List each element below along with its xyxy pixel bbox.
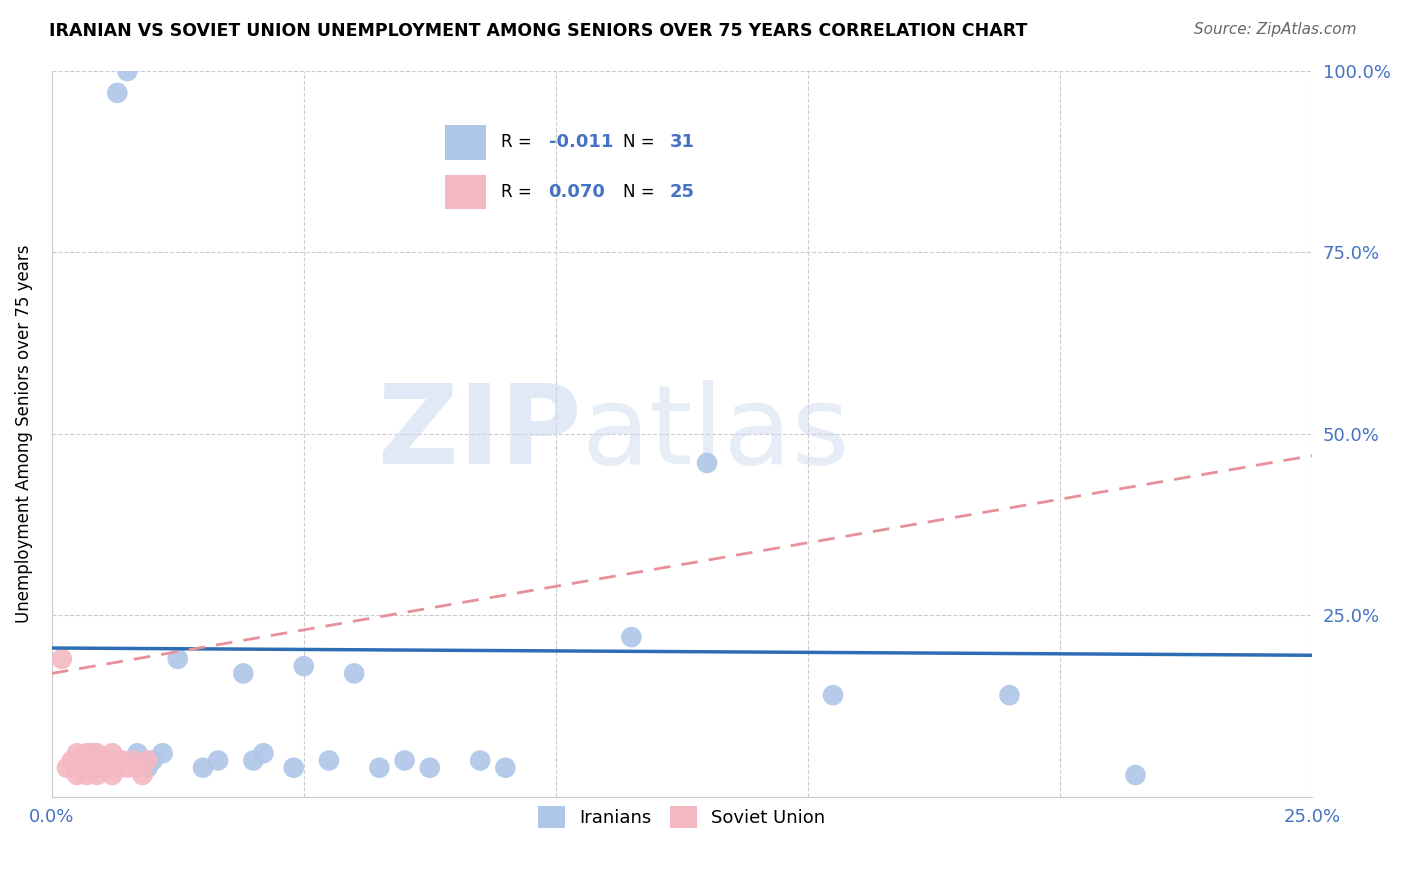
Point bbox=[343, 666, 366, 681]
Point bbox=[620, 630, 643, 644]
Point bbox=[80, 761, 103, 775]
Point bbox=[86, 768, 108, 782]
Point bbox=[998, 688, 1021, 702]
Point bbox=[105, 761, 128, 775]
Point bbox=[117, 64, 139, 78]
Point bbox=[127, 746, 149, 760]
Point bbox=[66, 768, 89, 782]
Point bbox=[1125, 768, 1147, 782]
Point bbox=[56, 761, 79, 775]
Text: atlas: atlas bbox=[581, 380, 849, 487]
Point bbox=[111, 754, 134, 768]
Point bbox=[166, 652, 188, 666]
Point bbox=[152, 746, 174, 760]
Legend: Iranians, Soviet Union: Iranians, Soviet Union bbox=[531, 798, 832, 835]
Point bbox=[70, 754, 93, 768]
Point bbox=[283, 761, 305, 775]
Text: IRANIAN VS SOVIET UNION UNEMPLOYMENT AMONG SENIORS OVER 75 YEARS CORRELATION CHA: IRANIAN VS SOVIET UNION UNEMPLOYMENT AMO… bbox=[49, 22, 1028, 40]
Point bbox=[117, 761, 139, 775]
Point bbox=[470, 754, 492, 768]
Point bbox=[121, 754, 143, 768]
Point bbox=[51, 652, 73, 666]
Point bbox=[131, 768, 153, 782]
Point bbox=[368, 761, 391, 775]
Point bbox=[60, 754, 83, 768]
Text: Source: ZipAtlas.com: Source: ZipAtlas.com bbox=[1194, 22, 1357, 37]
Point bbox=[696, 456, 718, 470]
Point bbox=[136, 754, 159, 768]
Point bbox=[101, 768, 124, 782]
Point bbox=[70, 761, 93, 775]
Point bbox=[232, 666, 254, 681]
Point bbox=[91, 761, 114, 775]
Point bbox=[91, 754, 114, 768]
Point bbox=[101, 754, 124, 768]
Point bbox=[86, 746, 108, 760]
Point bbox=[419, 761, 441, 775]
Point bbox=[394, 754, 416, 768]
Point bbox=[292, 659, 315, 673]
Point bbox=[136, 761, 159, 775]
Point bbox=[96, 761, 118, 775]
Point bbox=[76, 768, 98, 782]
Point bbox=[318, 754, 340, 768]
Point bbox=[101, 746, 124, 760]
Point bbox=[242, 754, 264, 768]
Point bbox=[105, 86, 128, 100]
Point bbox=[142, 754, 165, 768]
Y-axis label: Unemployment Among Seniors over 75 years: Unemployment Among Seniors over 75 years bbox=[15, 244, 32, 624]
Point bbox=[252, 746, 274, 760]
Point bbox=[127, 761, 149, 775]
Point bbox=[207, 754, 229, 768]
Point bbox=[91, 761, 114, 775]
Point bbox=[80, 754, 103, 768]
Text: ZIP: ZIP bbox=[378, 380, 581, 487]
Point bbox=[66, 754, 89, 768]
Point bbox=[66, 746, 89, 760]
Point bbox=[76, 746, 98, 760]
Point bbox=[821, 688, 844, 702]
Point bbox=[191, 761, 214, 775]
Point bbox=[121, 754, 143, 768]
Point bbox=[494, 761, 516, 775]
Point bbox=[80, 746, 103, 760]
